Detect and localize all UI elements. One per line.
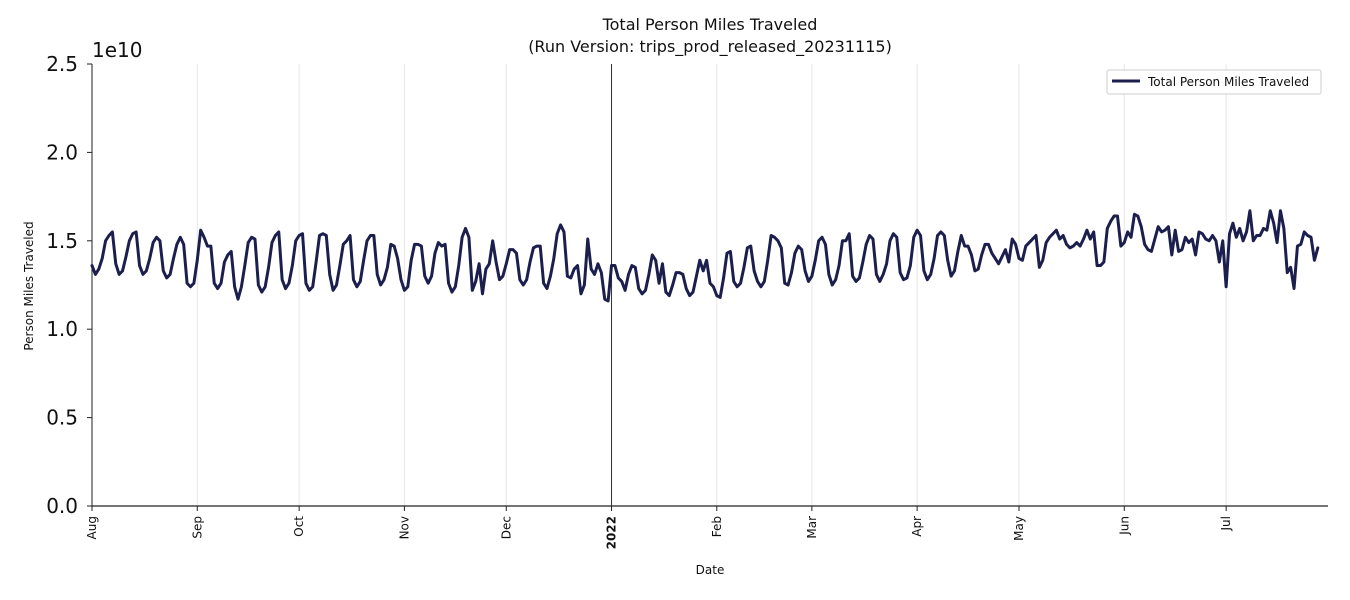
chart-title: Total Person Miles Traveled <box>602 15 818 34</box>
legend-label: Total Person Miles Traveled <box>1147 75 1309 89</box>
x-tick-label: Aug <box>85 516 99 539</box>
x-tick-label: Sep <box>190 516 204 539</box>
x-tick-label: Nov <box>397 516 411 539</box>
y-axis: 0.0 0.5 1.0 1.5 2.0 2.5 <box>46 52 93 518</box>
x-axis: Aug Sep Oct Nov Dec 2022 Feb Mar Apr May Jun Jul <box>85 505 1328 549</box>
y-tick-label: 0.0 <box>46 494 78 518</box>
gridlines <box>196 64 1227 506</box>
legend: Total Person Miles Traveled <box>1106 69 1322 95</box>
y-axis-offset-label: 1e10 <box>92 38 142 62</box>
x-tick-label: Dec <box>499 516 513 539</box>
x-tick-label: Oct <box>292 516 306 537</box>
y-tick-label: 1.0 <box>46 317 78 341</box>
y-tick-label: 2.5 <box>46 52 78 76</box>
series-line-0 <box>90 209 1320 303</box>
series-group <box>90 209 1320 303</box>
legend-frame <box>1106 69 1322 95</box>
x-tick-label: Jul <box>1219 516 1233 531</box>
y-tick-label: 2.0 <box>46 140 78 164</box>
x-tick-label: 2022 <box>605 516 619 549</box>
y-tick-label: 1.5 <box>46 229 78 253</box>
chart-subtitle: (Run Version: trips_prod_released_202311… <box>528 37 892 57</box>
x-axis-label: Date <box>696 563 725 577</box>
x-tick-label: Feb <box>710 516 724 537</box>
y-axis-label: Person Miles Traveled <box>22 221 36 350</box>
x-tick-label: Jun <box>1117 516 1131 536</box>
x-tick-label: Apr <box>910 516 924 537</box>
y-tick-label: 0.5 <box>46 406 78 430</box>
x-tick-label: May <box>1012 516 1026 541</box>
x-tick-label: Mar <box>805 516 819 539</box>
